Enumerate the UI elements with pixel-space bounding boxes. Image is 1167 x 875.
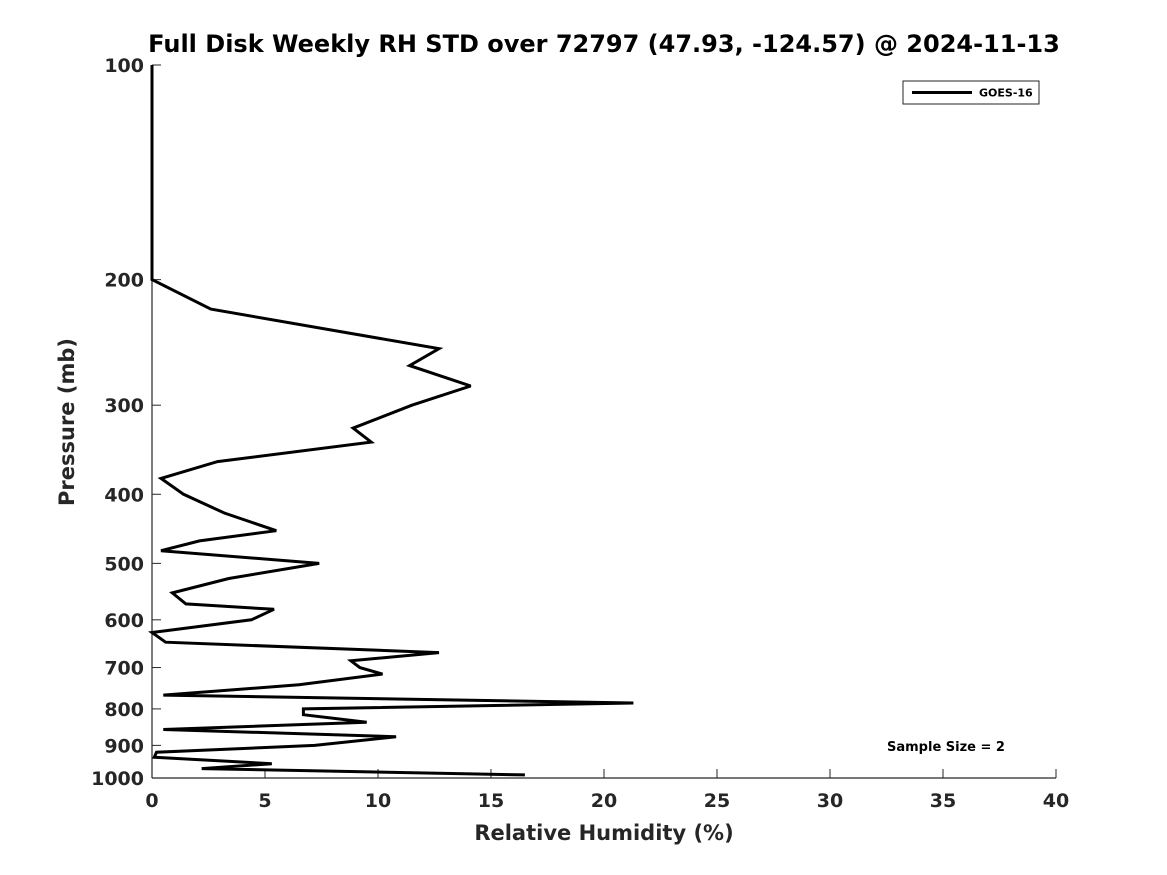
y-tick-label: 700	[104, 658, 144, 680]
axes: 0 5 10 15 20 25 30 35 40 100 200 300 400 500 600 700 800…	[91, 55, 1069, 812]
x-tick-label: 15	[478, 790, 504, 812]
y-tick-label: 300	[104, 395, 144, 417]
x-tick-label: 30	[817, 790, 843, 812]
x-tick-label: 35	[930, 790, 956, 812]
series-line-goes-16	[148, 65, 634, 777]
x-tick-label: 20	[591, 790, 617, 812]
y-tick-label: 800	[104, 699, 144, 721]
sample-size-annotation: Sample Size = 2	[887, 740, 1005, 755]
y-tick-label: 600	[104, 610, 144, 632]
y-tick-label: 500	[104, 553, 144, 575]
y-tick-label: 100	[104, 55, 144, 77]
x-axis-label: Relative Humidity (%)	[474, 821, 733, 845]
y-tick-label: 400	[104, 484, 144, 506]
x-tick-label: 0	[145, 790, 158, 812]
x-tick-label: 10	[365, 790, 391, 812]
legend-label-goes-16: GOES-16	[979, 87, 1033, 100]
y-tick-label: 900	[104, 735, 144, 757]
x-tick-label: 5	[258, 790, 271, 812]
y-tick-label: 200	[104, 270, 144, 292]
y-tick-label: 1000	[91, 768, 144, 790]
legend: GOES-16	[902, 80, 1040, 105]
series-layer	[148, 65, 634, 777]
chart-title: Full Disk Weekly RH STD over 72797 (47.9…	[148, 30, 1060, 58]
x-tick-label: 40	[1043, 790, 1069, 812]
y-axis-label: Pressure (mb)	[55, 338, 79, 506]
x-tick-label: 25	[704, 790, 730, 812]
